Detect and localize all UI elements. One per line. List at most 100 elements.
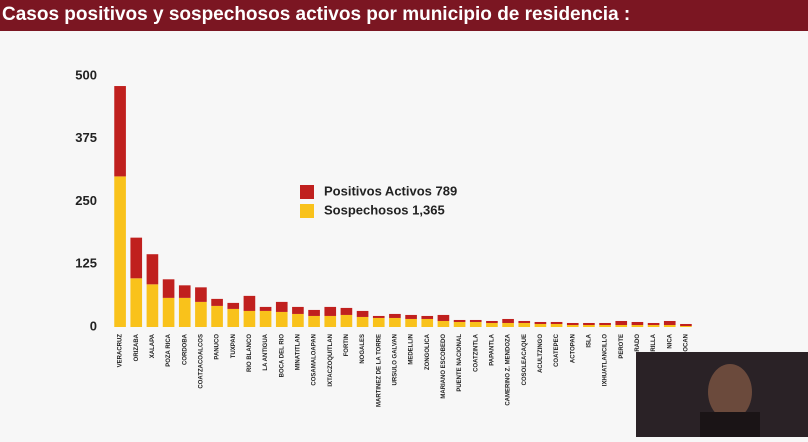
bar-segment bbox=[566, 324, 579, 327]
x-tick-label: RILLA bbox=[651, 333, 657, 351]
x-tick-label: MARTINEZ DE LA TORRE bbox=[376, 334, 382, 407]
bar-segment bbox=[453, 319, 466, 322]
bar-segment bbox=[486, 322, 498, 327]
bar-segment bbox=[130, 278, 143, 327]
bar-segment bbox=[615, 320, 628, 325]
bar-segment bbox=[502, 318, 514, 323]
bar-segment bbox=[114, 176, 126, 327]
bar-segment bbox=[372, 315, 385, 318]
bar-segment bbox=[615, 324, 628, 327]
x-tick-label: RIO BLANCO bbox=[247, 334, 253, 372]
bar-segment bbox=[534, 321, 547, 324]
bar-segment bbox=[308, 315, 320, 327]
bar-segment bbox=[421, 318, 434, 327]
bar-segment bbox=[372, 317, 385, 327]
y-tick-label: 375 bbox=[75, 130, 97, 145]
bar-segment bbox=[453, 321, 466, 327]
bar-segment bbox=[259, 306, 272, 311]
x-tick-label: TUXPAN bbox=[231, 334, 237, 358]
bar-segment bbox=[583, 324, 595, 327]
bar-segment bbox=[162, 279, 175, 298]
bar-segment bbox=[550, 323, 563, 327]
bar-segment bbox=[243, 310, 256, 327]
bar-segment bbox=[308, 309, 320, 316]
x-tick-label: POZA RICA bbox=[166, 333, 172, 366]
x-tick-label: MEDELLIN bbox=[409, 334, 415, 365]
x-tick-label: COATEPEC bbox=[554, 333, 560, 367]
x-tick-label: ISLA bbox=[586, 333, 592, 347]
bar-segment bbox=[178, 285, 191, 298]
bar-segment bbox=[211, 305, 223, 327]
x-tick-label: COSOLEACAQUE bbox=[522, 334, 528, 385]
bar-segment bbox=[114, 86, 126, 177]
legend-swatch bbox=[300, 185, 314, 199]
bar-segment bbox=[227, 302, 240, 309]
bar-segment bbox=[275, 301, 288, 312]
bar-segment bbox=[469, 319, 482, 322]
x-tick-label: BOCA DEL RIO bbox=[279, 334, 285, 378]
x-tick-label: NICA bbox=[667, 333, 673, 348]
bar-segment bbox=[292, 313, 304, 327]
bar-segment bbox=[647, 322, 660, 325]
x-tick-label: IXTACZOQUITLAN bbox=[328, 334, 334, 387]
x-tick-label: VERACRUZ bbox=[118, 334, 124, 368]
plot: 0 125 250 375 500 VERACRUZ ORIZABA XALAPA POZA R… bbox=[75, 67, 692, 407]
bar-segment bbox=[599, 324, 611, 327]
bar-segment bbox=[631, 324, 644, 327]
chart-title: Casos positivos y sospechosos activos po… bbox=[2, 4, 630, 25]
y-tick-label: 0 bbox=[90, 318, 97, 333]
bar-segment bbox=[599, 322, 611, 325]
header-bar bbox=[0, 0, 808, 31]
bar-segment bbox=[680, 323, 692, 326]
bar-segment bbox=[534, 323, 547, 327]
bar-segment bbox=[292, 306, 304, 314]
x-tick-label: MINATITLAN bbox=[295, 334, 301, 370]
x-tick-label: CORDOBA bbox=[182, 333, 188, 365]
bar-segment bbox=[663, 324, 676, 327]
bar-segment bbox=[405, 318, 417, 327]
bar-segment bbox=[211, 298, 223, 306]
bar-segment bbox=[405, 314, 417, 319]
bar-segment bbox=[437, 314, 450, 321]
bar-segment bbox=[518, 322, 531, 327]
y-tick-label: 125 bbox=[75, 256, 97, 271]
bar-segment bbox=[550, 321, 563, 324]
bar-segment bbox=[356, 316, 369, 327]
legend-swatch bbox=[300, 204, 314, 218]
x-tick-label: COATZACOALCOS bbox=[198, 334, 204, 389]
bar-segment bbox=[146, 284, 159, 327]
bar-segment bbox=[583, 322, 595, 325]
x-tick-label: COSAMALOAPAN bbox=[312, 334, 318, 386]
bar-segment bbox=[389, 317, 401, 327]
x-tick-label: OCAN bbox=[683, 334, 689, 352]
bar-segment bbox=[680, 325, 692, 327]
presenter-body bbox=[700, 412, 760, 437]
bar-segment bbox=[469, 321, 482, 327]
bar-segment bbox=[486, 320, 498, 323]
legend-label: Positivos Activos 789 bbox=[324, 183, 457, 198]
x-tick-label: PAPANTLA bbox=[489, 333, 495, 365]
bar-segment bbox=[356, 310, 369, 317]
y-tick-label: 500 bbox=[75, 67, 97, 82]
bar-segment bbox=[162, 297, 175, 327]
x-tick-label: COATZINTLA bbox=[473, 333, 479, 372]
x-tick-label: XALAPA bbox=[150, 333, 156, 358]
bar-segment bbox=[566, 322, 579, 325]
x-tick-label: ACULTZINGO bbox=[538, 334, 544, 373]
bar-segment bbox=[631, 321, 644, 325]
y-tick-label: 250 bbox=[75, 193, 97, 208]
presenter bbox=[708, 364, 752, 420]
x-tick-label: ACTOPAN bbox=[570, 334, 576, 363]
x-tick-label: LA ANTIGUA bbox=[263, 333, 269, 370]
bar-segment bbox=[324, 315, 337, 327]
x-tick-label: ZONGOLICA bbox=[425, 333, 431, 370]
bar-segment bbox=[647, 324, 660, 327]
x-tick-label: RADO bbox=[635, 334, 641, 352]
x-tick-label: FORTIN bbox=[344, 334, 350, 356]
x-tick-label: URSULO GALVAN bbox=[392, 334, 398, 385]
bar-segment bbox=[178, 297, 191, 327]
bar-segment bbox=[275, 311, 288, 327]
x-tick-label: PUENTE NACIONAL bbox=[457, 334, 463, 392]
bar-segment bbox=[130, 237, 143, 279]
bar-segment bbox=[437, 320, 450, 327]
